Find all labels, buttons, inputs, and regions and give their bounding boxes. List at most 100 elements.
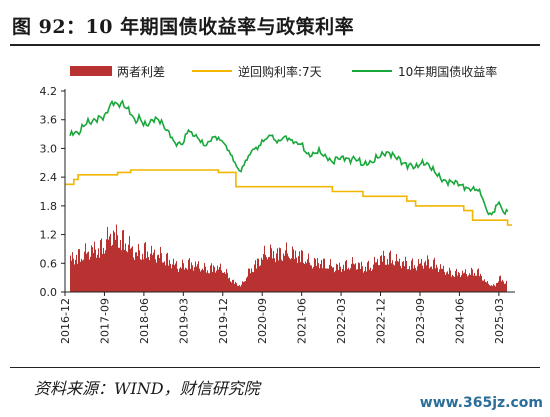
spread-bar bbox=[377, 258, 378, 292]
spread-bar bbox=[284, 255, 285, 292]
spread-bar bbox=[443, 265, 444, 292]
spread-bar bbox=[401, 268, 402, 292]
spread-bar bbox=[135, 252, 136, 292]
spread-bar bbox=[131, 247, 132, 292]
spread-bar bbox=[85, 243, 86, 292]
spread-bar bbox=[303, 262, 304, 292]
spread-bar bbox=[263, 253, 264, 292]
spread-bar bbox=[311, 265, 312, 292]
spread-bar bbox=[220, 263, 221, 292]
spread-bar bbox=[345, 261, 346, 292]
spread-bar bbox=[444, 271, 445, 292]
spread-bar bbox=[238, 285, 239, 292]
spread-bar bbox=[226, 268, 227, 292]
spread-bar bbox=[441, 268, 442, 292]
spread-bar bbox=[108, 239, 109, 292]
spread-bar bbox=[190, 268, 191, 292]
spread-bar bbox=[225, 273, 226, 292]
spread-bar bbox=[72, 252, 73, 292]
spread-bar bbox=[313, 266, 314, 292]
figure-title: 图 92：10 年期国债收益率与政策利率 bbox=[12, 16, 355, 38]
spread-bar bbox=[277, 248, 278, 292]
spread-bar bbox=[169, 259, 170, 292]
spread-bar bbox=[209, 273, 210, 292]
legend-label-yield: 10年期国债收益率 bbox=[398, 64, 497, 79]
spread-bar bbox=[419, 263, 420, 292]
spread-bar bbox=[348, 267, 349, 292]
spread-bar bbox=[201, 269, 202, 292]
spread-bar bbox=[410, 269, 411, 292]
title-rule bbox=[10, 44, 540, 46]
spread-bar bbox=[113, 230, 114, 292]
y-tick-label: 3.6 bbox=[40, 114, 58, 127]
spread-bar bbox=[368, 260, 369, 292]
spread-bar bbox=[181, 268, 182, 292]
spread-bar bbox=[424, 262, 425, 292]
spread-bar bbox=[359, 263, 360, 292]
spread-bar bbox=[101, 238, 102, 292]
spread-bar bbox=[218, 269, 219, 292]
spread-bar bbox=[172, 264, 173, 292]
spread-bar bbox=[276, 253, 277, 292]
spread-bar bbox=[315, 259, 316, 292]
spread-bar bbox=[145, 242, 146, 292]
spread-bar bbox=[488, 283, 489, 292]
spread-bar bbox=[195, 261, 196, 292]
spread-bar bbox=[320, 264, 321, 292]
spread-bar bbox=[265, 254, 266, 292]
spread-bar bbox=[280, 248, 281, 292]
spread-bar bbox=[374, 256, 375, 292]
chart-lines bbox=[65, 99, 512, 226]
spread-bar bbox=[433, 259, 434, 292]
spread-bar bbox=[503, 281, 504, 292]
x-tick-label: 2024-06 bbox=[453, 298, 466, 344]
spread-bar bbox=[87, 252, 88, 292]
spread-bar bbox=[294, 259, 295, 292]
spread-bar bbox=[256, 268, 257, 292]
spread-bar bbox=[98, 248, 99, 292]
spread-bar bbox=[326, 268, 327, 292]
spread-bar bbox=[234, 283, 235, 292]
spread-bar bbox=[369, 269, 370, 292]
spread-bar bbox=[96, 257, 97, 292]
spread-bar bbox=[143, 259, 144, 292]
spread-bar bbox=[291, 258, 292, 292]
spread-bar bbox=[130, 248, 131, 292]
spread-bar bbox=[439, 269, 440, 292]
spread-bar bbox=[176, 261, 177, 292]
spread-bar bbox=[458, 272, 459, 292]
spread-bar bbox=[296, 257, 297, 292]
spread-bar bbox=[80, 261, 81, 292]
spread-bar bbox=[188, 259, 189, 292]
spread-bar bbox=[138, 243, 139, 292]
y-tick-label: 3.0 bbox=[40, 142, 58, 155]
spread-bar bbox=[160, 246, 161, 292]
spread-bar bbox=[166, 253, 167, 292]
spread-bar bbox=[389, 252, 390, 292]
spread-bar bbox=[448, 274, 449, 292]
spread-bar bbox=[317, 258, 318, 292]
spread-bar bbox=[282, 261, 283, 292]
spread-bar bbox=[466, 274, 467, 292]
spread-bar bbox=[271, 248, 272, 292]
spread-bar bbox=[247, 276, 248, 292]
spread-bar bbox=[378, 265, 379, 292]
spread-bar bbox=[395, 261, 396, 292]
spread-bar bbox=[437, 267, 438, 292]
spread-bar bbox=[329, 264, 330, 292]
spread-bar bbox=[186, 268, 187, 292]
spread-bar bbox=[275, 262, 276, 292]
spread-bar bbox=[121, 250, 122, 292]
spread-bar bbox=[338, 269, 339, 292]
spread-bar bbox=[259, 266, 260, 292]
spread-bar bbox=[107, 226, 108, 292]
spread-bar bbox=[360, 269, 361, 292]
spread-bar bbox=[492, 286, 493, 292]
spread-bar bbox=[324, 258, 325, 292]
spread-bar bbox=[84, 251, 85, 292]
spread-bar bbox=[167, 252, 168, 292]
spread-bar bbox=[142, 253, 143, 292]
spread-bar bbox=[152, 255, 153, 292]
spread-bar bbox=[408, 269, 409, 292]
spread-bar bbox=[471, 267, 472, 292]
